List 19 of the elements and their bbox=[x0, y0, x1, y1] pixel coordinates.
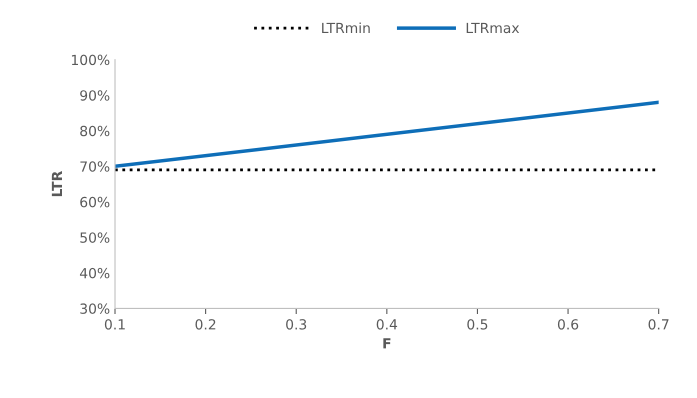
y-tick-label: 100% bbox=[72, 54, 110, 66]
x-tick-label: 0.4 bbox=[376, 319, 398, 330]
x-tick-label: 0.1 bbox=[104, 319, 125, 330]
y-tick-label: 40% bbox=[80, 268, 110, 278]
y-tick-label: 60% bbox=[80, 196, 110, 208]
x-tick-label: 0.7 bbox=[648, 319, 669, 330]
y-tick-label: 80% bbox=[80, 126, 110, 136]
y-tick-label: 50% bbox=[80, 232, 110, 243]
legend-label: LTRmin bbox=[322, 22, 370, 34]
y-tick-label: 90% bbox=[80, 90, 110, 101]
x-tick-label: 0.2 bbox=[195, 319, 216, 330]
x-tick-label: 0.6 bbox=[558, 319, 578, 330]
x-tick-label: 0.3 bbox=[286, 319, 306, 330]
y-tick-label: 30% bbox=[80, 303, 110, 314]
y-axis-title: LTR bbox=[52, 170, 62, 196]
x-axis-title: F bbox=[383, 338, 390, 348]
x-tick-label: 0.5 bbox=[467, 319, 488, 330]
y-tick-label: 70% bbox=[80, 161, 110, 172]
legend-label: LTRmax bbox=[466, 22, 520, 34]
